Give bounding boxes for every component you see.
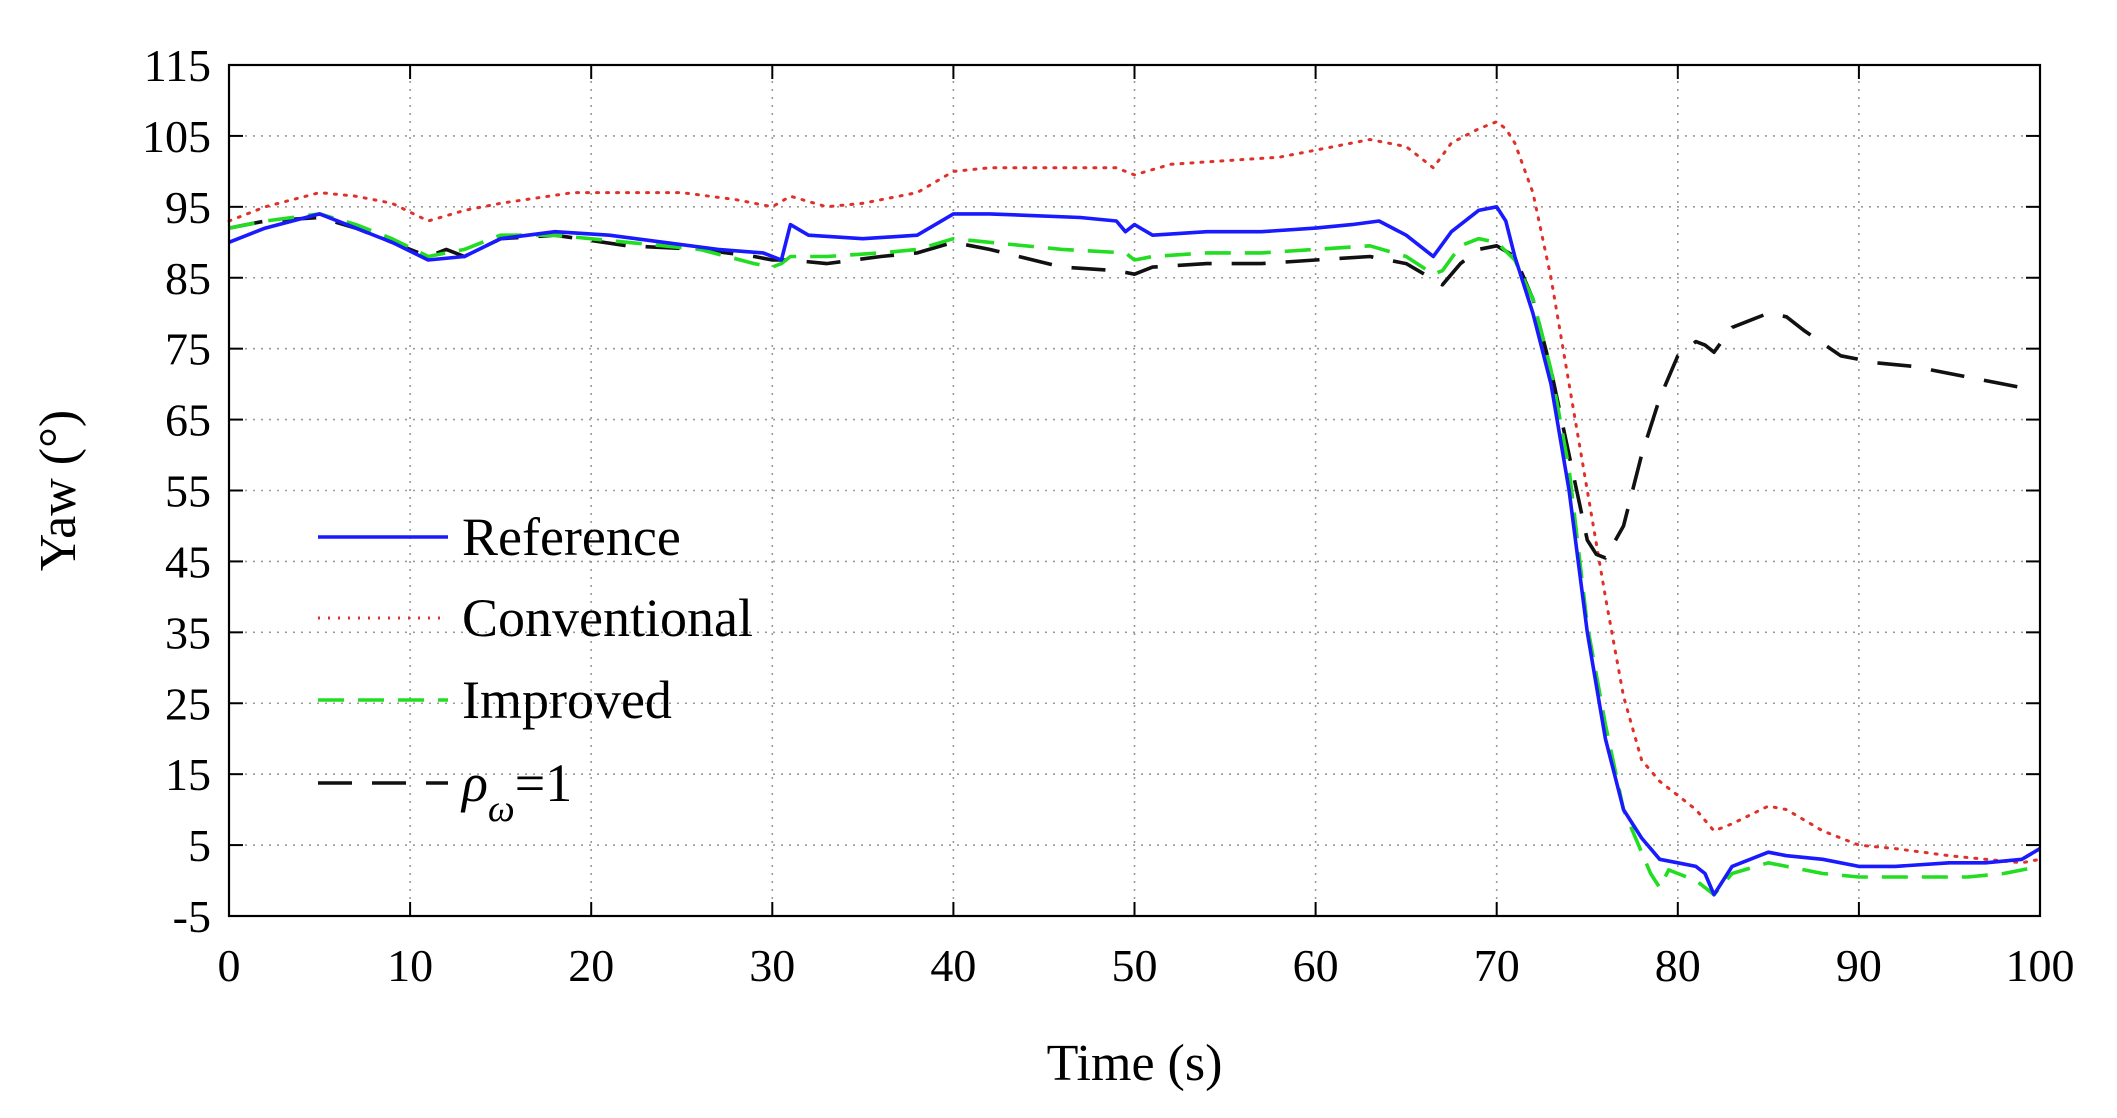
legend-label-rho: ρ	[460, 753, 488, 813]
series-line-conventional	[227, 120, 2042, 865]
x-axis-title: Time (s)	[1047, 1035, 1223, 1092]
grid	[229, 65, 2040, 916]
x-tick-label-50: 50	[1112, 940, 1158, 991]
x-tick-label-60: 60	[1293, 940, 1339, 991]
y-axis-title: Yaw (°)	[30, 410, 87, 571]
series-line-rho-omega	[228, 215, 2033, 560]
y-tick-label-25: 25	[165, 678, 211, 729]
legend-item-improved: Improved	[318, 670, 672, 730]
x-tick-label-90: 90	[1836, 940, 1882, 991]
y-tick-labels: -5 5 15 25 35 45 55 65 75 85 95 105 115	[142, 40, 211, 942]
legend-label-suffix: =1	[515, 753, 572, 813]
y-tick-label-85: 85	[165, 253, 211, 304]
x-tick-label-30: 30	[749, 940, 795, 991]
legend-item-rho-omega: ρω=1	[318, 753, 572, 830]
x-tick-label-20: 20	[568, 940, 614, 991]
y-tick-label-neg5: -5	[173, 891, 211, 942]
legend-label-omega-subscript: ω	[488, 788, 515, 830]
legend-label-rho-omega: ρω=1	[460, 753, 572, 830]
y-tick-label-105: 105	[142, 111, 211, 162]
x-tick-label-80: 80	[1655, 940, 1701, 991]
series-layer	[227, 120, 2042, 897]
y-tick-label-115: 115	[144, 40, 211, 91]
y-tick-label-35: 35	[165, 607, 211, 658]
y-tick-label-5: 5	[188, 820, 211, 871]
y-tick-label-15: 15	[165, 749, 211, 800]
y-tick-label-65: 65	[165, 395, 211, 446]
legend-item-reference: Reference	[318, 507, 681, 567]
y-tick-label-75: 75	[165, 324, 211, 375]
legend-item-conventional: Conventional	[318, 588, 753, 648]
legend: Reference Conventional Improved ρω=1	[318, 507, 753, 830]
y-tick-label-95: 95	[165, 182, 211, 233]
x-tick-label-0: 0	[218, 940, 241, 991]
x-tick-label-10: 10	[387, 940, 433, 991]
series-line-improved	[228, 212, 2041, 897]
x-tick-label-70: 70	[1474, 940, 1520, 991]
ticks	[228, 64, 2041, 917]
y-tick-label-45: 45	[165, 536, 211, 587]
series-line-reference	[228, 205, 2041, 897]
x-tick-labels: 0 10 20 30 40 50 60 70 80 90 100	[218, 940, 2075, 991]
x-tick-label-100: 100	[2006, 940, 2075, 991]
x-tick-label-40: 40	[930, 940, 976, 991]
legend-label-improved: Improved	[462, 670, 672, 730]
legend-label-reference: Reference	[462, 507, 681, 567]
legend-label-conventional: Conventional	[462, 588, 753, 648]
y-tick-label-55: 55	[165, 466, 211, 517]
